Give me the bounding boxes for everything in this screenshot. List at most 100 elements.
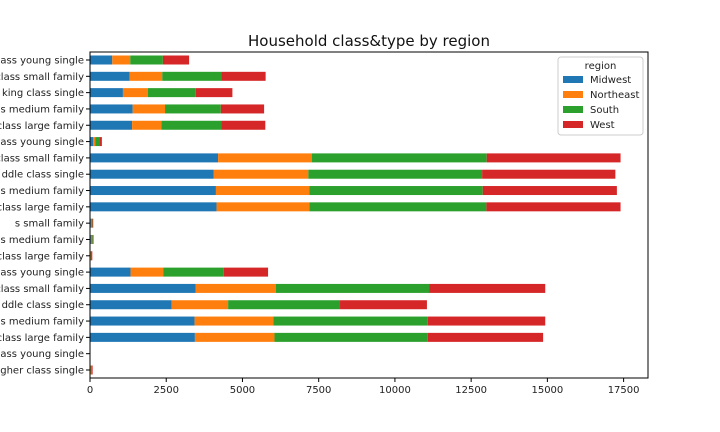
bar-segment-midwest-17 [90, 332, 195, 342]
x-tick-label: 15000 [531, 385, 563, 396]
bar-segment-west-15 [340, 300, 427, 310]
bar-segment-south-11 [91, 234, 93, 244]
legend-label-northeast: Northeast [590, 90, 639, 101]
bar-segment-west-0 [162, 55, 190, 65]
bar-segment-northeast-3 [132, 104, 166, 114]
y-tick-label: ass young single [0, 349, 84, 360]
bar-segment-south-5 [95, 137, 100, 147]
x-tick-label: 10000 [379, 385, 411, 396]
y-tick-label: s medium family [0, 235, 84, 246]
bar-segment-midwest-15 [90, 300, 172, 310]
bar-segment-west-19 [91, 365, 93, 375]
legend-label-midwest: Midwest [590, 75, 631, 86]
y-tick-label: ddle class single [2, 300, 84, 311]
y-tick-label: class small family [0, 72, 84, 83]
bar-segment-northeast-11 [90, 234, 92, 244]
bar-segment-northeast-10 [90, 218, 92, 228]
bar-segment-northeast-17 [194, 332, 275, 342]
bar-segment-midwest-1 [90, 71, 130, 81]
bar-segment-south-3 [165, 104, 221, 114]
legend-label-south: South [590, 105, 619, 116]
bar-segment-northeast-7 [213, 169, 309, 179]
x-tick-label: 2500 [154, 385, 179, 396]
bar-segment-northeast-2 [122, 88, 148, 98]
y-tick-label: class large family [0, 121, 84, 132]
chart-title: Household class&type by region [248, 32, 490, 50]
y-tick-label: class large family [0, 202, 84, 213]
bar-segment-south-10 [91, 218, 93, 228]
y-tick-label: s medium family [0, 317, 84, 328]
bar-segment-south-14 [275, 283, 430, 293]
y-tick-label: class small family [0, 153, 84, 164]
bar-segment-south-16 [273, 316, 428, 326]
bar-segment-west-16 [427, 316, 546, 326]
x-axis: 0 2500 5000 7500 10000 12500 15000 17500 [87, 378, 640, 396]
bar-segment-midwest-0 [90, 55, 113, 65]
bar-segment-midwest-7 [90, 169, 214, 179]
bar-segment-northeast-14 [195, 283, 276, 293]
legend-title: region [585, 61, 617, 72]
bar-segment-midwest-16 [90, 316, 195, 326]
bar-segment-northeast-6 [218, 153, 312, 163]
y-tick-label: ass young single [0, 268, 84, 279]
bar-segment-west-2 [195, 88, 233, 98]
bar-segment-northeast-16 [194, 316, 274, 326]
bars-layer [90, 55, 621, 375]
bar-segment-west-14 [429, 283, 546, 293]
bar-segment-midwest-6 [90, 153, 219, 163]
bar-segment-northeast-15 [171, 300, 229, 310]
bar-segment-south-0 [130, 55, 163, 65]
bar-segment-south-7 [308, 169, 483, 179]
bar-segment-west-4 [221, 120, 266, 130]
bar-segment-midwest-8 [90, 186, 216, 196]
bar-segment-northeast-1 [129, 71, 163, 81]
bar-segment-midwest-14 [90, 283, 196, 293]
y-tick-label: class young single [0, 56, 84, 67]
bar-segment-south-17 [274, 332, 428, 342]
bar-segment-south-6 [311, 153, 487, 163]
plot-area-frame [89, 51, 649, 379]
y-axis: class young single class small family king… [0, 56, 90, 377]
y-tick-label: s medium family [0, 186, 84, 197]
x-tick-label: 12500 [455, 385, 487, 396]
bar-segment-west-13 [223, 267, 269, 277]
bar-segment-west-12 [91, 251, 93, 261]
y-tick-label: ass young single [0, 137, 84, 148]
bar-segment-west-3 [220, 104, 265, 114]
bar-segment-northeast-0 [112, 55, 131, 65]
bar-segment-midwest-2 [90, 88, 123, 98]
legend: region Midwest Northeast South West [557, 56, 644, 136]
bar-segment-northeast-9 [216, 202, 310, 212]
y-tick-label: gher class single [0, 366, 84, 377]
bar-segment-west-8 [482, 186, 617, 196]
x-tick-label: 17500 [608, 385, 640, 396]
legend-label-west: West [590, 120, 615, 131]
bar-segment-south-19 [90, 365, 92, 375]
x-tick-label: 7500 [306, 385, 331, 396]
bar-segment-south-8 [309, 186, 483, 196]
bar-segment-northeast-4 [132, 120, 162, 130]
legend-swatch-northeast [563, 91, 583, 98]
bar-segment-midwest-9 [90, 202, 217, 212]
bar-segment-midwest-4 [90, 120, 133, 130]
bar-segment-northeast-5 [93, 137, 96, 147]
bar-segment-south-2 [147, 88, 196, 98]
bar-segment-west-17 [427, 332, 544, 342]
bar-segment-south-4 [161, 120, 222, 130]
x-tick-label: 5000 [230, 385, 255, 396]
bar-segment-south-9 [309, 202, 487, 212]
bar-segment-south-1 [162, 71, 222, 81]
bar-segment-west-1 [221, 71, 266, 81]
bar-segment-west-9 [486, 202, 621, 212]
bar-segment-west-7 [482, 169, 616, 179]
bar-segment-west-10 [92, 218, 94, 228]
bar-segment-south-15 [228, 300, 341, 310]
legend-swatch-west [563, 121, 583, 128]
bar-segment-west-11 [92, 234, 94, 244]
x-tick-label: 0 [87, 385, 93, 396]
bar-segment-northeast-13 [130, 267, 164, 277]
y-tick-label: king class single [2, 88, 84, 99]
y-tick-label: class large family [0, 333, 84, 344]
